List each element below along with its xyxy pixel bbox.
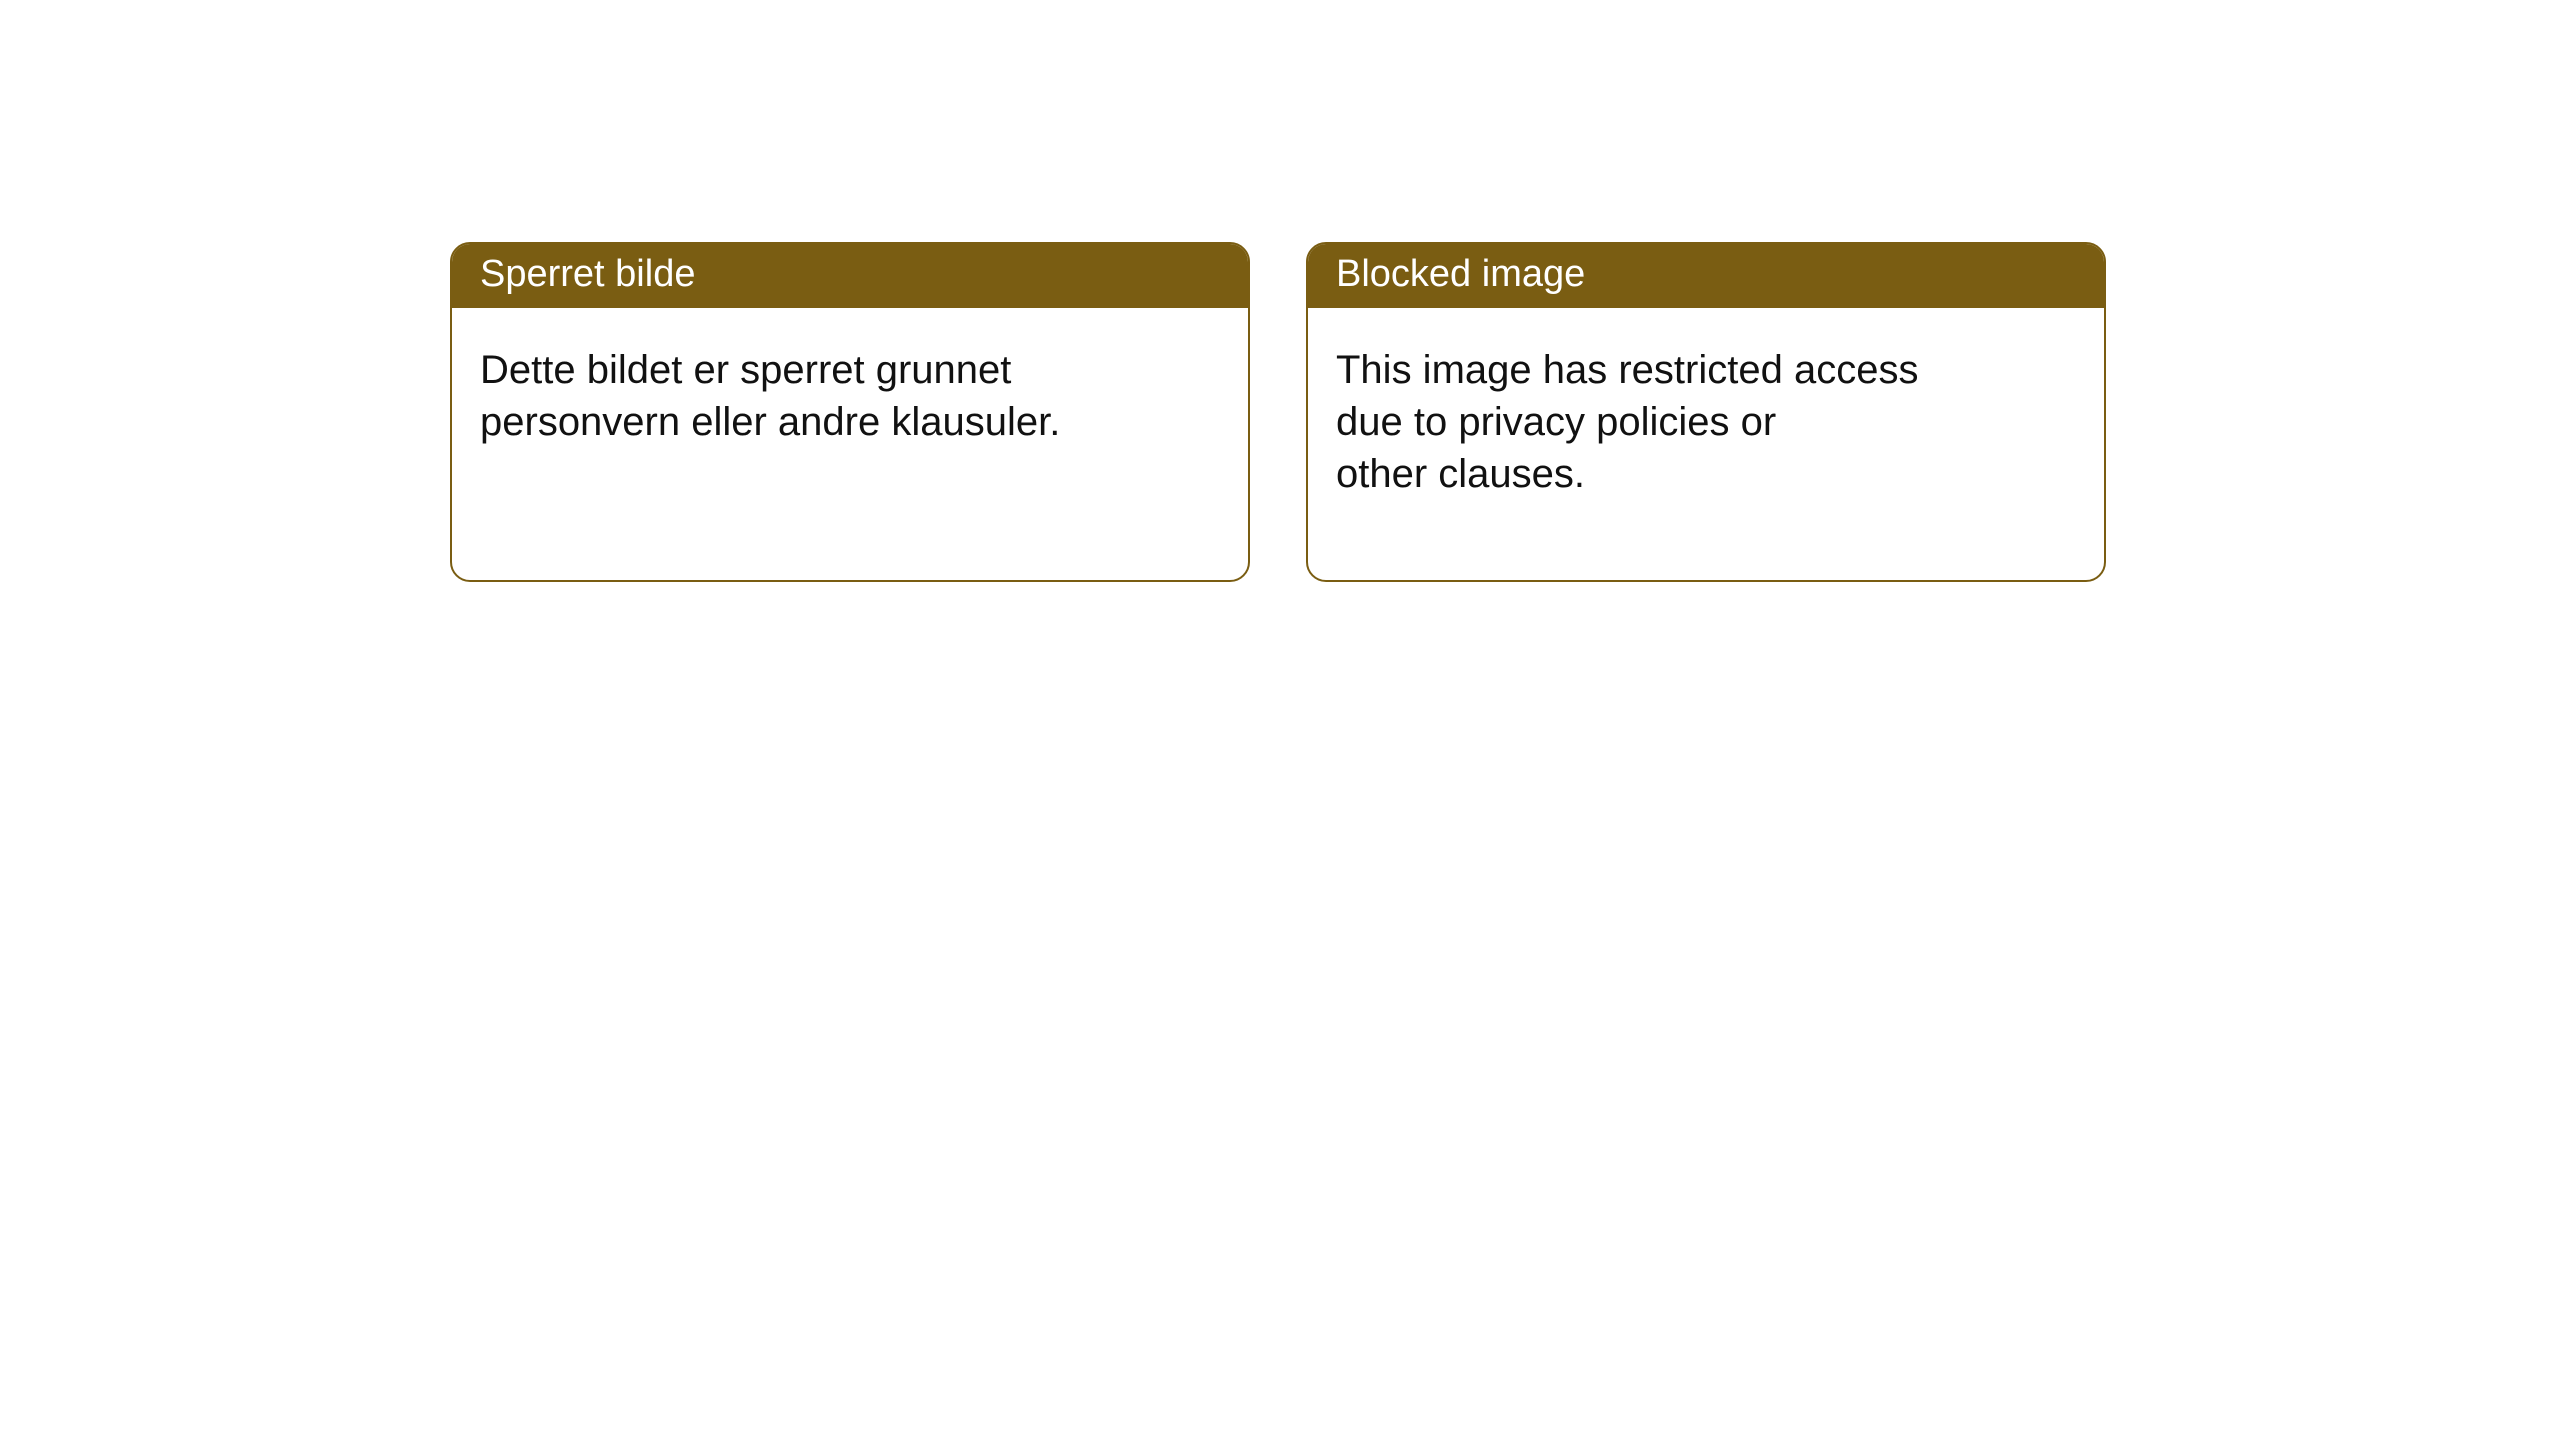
card-blocked-no: Sperret bilde Dette bildet er sperret gr… (450, 242, 1250, 582)
cards-row: Sperret bilde Dette bildet er sperret gr… (450, 242, 2106, 582)
card-title: Sperret bilde (452, 244, 1248, 308)
card-blocked-en: Blocked image This image has restricted … (1306, 242, 2106, 582)
card-body: Dette bildet er sperret grunnet personve… (452, 308, 1248, 476)
card-title: Blocked image (1308, 244, 2104, 308)
card-body: This image has restricted access due to … (1308, 308, 2104, 528)
